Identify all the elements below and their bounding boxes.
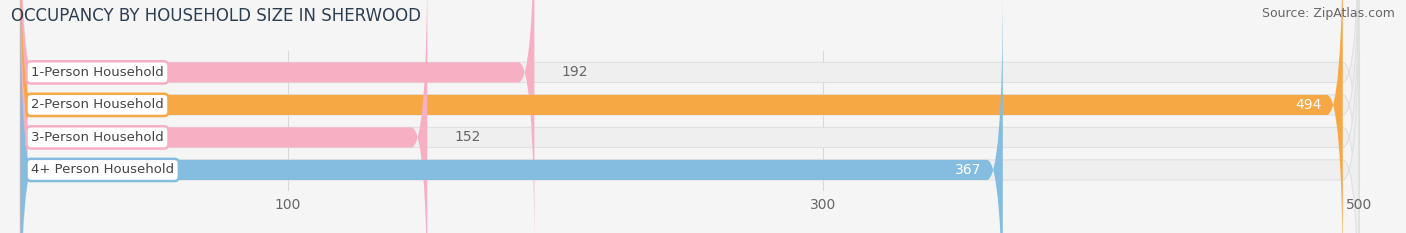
Text: 4+ Person Household: 4+ Person Household bbox=[31, 163, 174, 176]
FancyBboxPatch shape bbox=[21, 0, 1358, 233]
Text: 192: 192 bbox=[561, 65, 588, 79]
FancyBboxPatch shape bbox=[21, 0, 1358, 233]
Text: OCCUPANCY BY HOUSEHOLD SIZE IN SHERWOOD: OCCUPANCY BY HOUSEHOLD SIZE IN SHERWOOD bbox=[11, 7, 422, 25]
Text: 1-Person Household: 1-Person Household bbox=[31, 66, 165, 79]
FancyBboxPatch shape bbox=[21, 0, 1358, 233]
Text: 152: 152 bbox=[454, 130, 481, 144]
Text: Source: ZipAtlas.com: Source: ZipAtlas.com bbox=[1261, 7, 1395, 20]
Text: 494: 494 bbox=[1295, 98, 1322, 112]
Text: 3-Person Household: 3-Person Household bbox=[31, 131, 165, 144]
Text: 2-Person Household: 2-Person Household bbox=[31, 98, 165, 111]
FancyBboxPatch shape bbox=[21, 0, 1002, 233]
FancyBboxPatch shape bbox=[21, 0, 1343, 233]
FancyBboxPatch shape bbox=[21, 0, 1358, 233]
FancyBboxPatch shape bbox=[21, 0, 534, 233]
FancyBboxPatch shape bbox=[21, 0, 427, 233]
Text: 367: 367 bbox=[955, 163, 981, 177]
